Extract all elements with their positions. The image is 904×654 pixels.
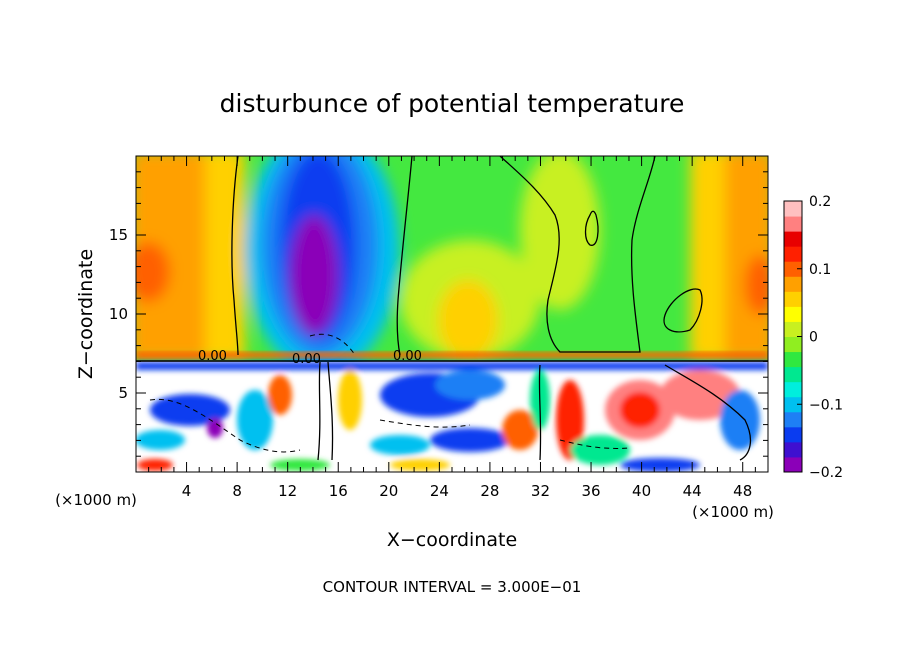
colorbar-swatch bbox=[784, 261, 802, 277]
contour-line bbox=[663, 288, 703, 333]
colorbar-swatch bbox=[784, 201, 802, 217]
x-tick-label: 48 bbox=[733, 482, 752, 500]
colorbar-swatch bbox=[784, 441, 802, 458]
colorbar bbox=[784, 201, 802, 473]
contour-interval-note: CONTOUR INTERVAL = 3.000E−01 bbox=[323, 578, 582, 596]
x-tick-label: 28 bbox=[480, 482, 499, 500]
colorbar-swatch bbox=[784, 336, 802, 353]
colorbar-swatch bbox=[784, 246, 802, 262]
colorbar-tick-label: −0.1 bbox=[809, 397, 843, 413]
colorbar-swatch bbox=[784, 291, 802, 307]
colorbar-swatch bbox=[784, 351, 802, 368]
colorbar-swatch bbox=[784, 366, 802, 383]
x-axis: 4 8 12 16 20 24 28 32 36 40 44 48 bbox=[148, 156, 756, 500]
contour-line bbox=[327, 361, 334, 461]
contour-line bbox=[499, 156, 656, 353]
x-tick-label: 16 bbox=[329, 482, 348, 500]
x-tick-label: 36 bbox=[581, 482, 600, 500]
contour-line bbox=[584, 210, 599, 246]
y-tick-label: 10 bbox=[109, 305, 128, 323]
colorbar-swatch bbox=[784, 381, 802, 398]
yellow-band-left bbox=[205, 156, 245, 360]
yellow-region-mid2 bbox=[520, 156, 600, 310]
y-axis: 5 10 15 bbox=[109, 171, 768, 457]
inversion-line bbox=[136, 352, 768, 358]
colorbar-ticks: 0.2 0.1 0 −0.1 −0.2 bbox=[797, 194, 843, 481]
colorbar-swatch bbox=[784, 231, 802, 247]
contour-line bbox=[396, 156, 413, 356]
plot-area: 0.00 0.00 0.00 bbox=[136, 156, 768, 472]
contour-label: 0.00 bbox=[292, 352, 321, 367]
x-tick-label: 4 bbox=[182, 482, 192, 500]
contour-label: 0.00 bbox=[393, 349, 422, 364]
colorbar-tick-label: 0 bbox=[809, 330, 818, 346]
x-tick-label: 40 bbox=[632, 482, 651, 500]
colorbar-swatch bbox=[784, 276, 802, 292]
x-tick-label: 8 bbox=[232, 482, 242, 500]
contour-lines bbox=[136, 156, 768, 461]
x-tick-label: 32 bbox=[531, 482, 550, 500]
colorbar-tick-label: 0.1 bbox=[809, 262, 831, 278]
dashed-contours bbox=[149, 333, 631, 453]
contour-line bbox=[664, 364, 752, 461]
colorbar-swatch bbox=[784, 321, 802, 337]
x-tick-label: 20 bbox=[379, 482, 398, 500]
x-tick-label: 12 bbox=[278, 482, 297, 500]
x-tick-label: 44 bbox=[683, 482, 702, 500]
warm-core-left bbox=[136, 242, 170, 302]
colorbar-swatch bbox=[784, 411, 802, 428]
contour-line bbox=[538, 364, 542, 461]
yellow-band-right bbox=[690, 156, 725, 360]
colorbar-tick-label: −0.2 bbox=[809, 465, 843, 481]
x-unit-left: (×1000 m) bbox=[55, 491, 137, 509]
warm-streak-mid bbox=[438, 280, 498, 360]
colorbar-swatch bbox=[784, 216, 802, 232]
x-axis-label: X−coordinate bbox=[387, 529, 517, 551]
cold-plume-core bbox=[290, 215, 338, 335]
colorbar-swatch bbox=[784, 396, 802, 413]
colorbar-tick-label: 0.2 bbox=[809, 194, 831, 210]
contour-line bbox=[231, 156, 239, 356]
x-unit-right: (×1000 m) bbox=[692, 503, 774, 521]
chart-title: disturbunce of potential temperature bbox=[220, 89, 685, 118]
colorbar-swatch bbox=[784, 426, 802, 443]
contour-line bbox=[317, 361, 321, 461]
contour-label: 0.00 bbox=[198, 349, 227, 364]
colorbar-swatch bbox=[784, 306, 802, 322]
y-tick-label: 5 bbox=[118, 384, 128, 402]
warm-core-right bbox=[745, 255, 768, 315]
y-axis-label: Z−coordinate bbox=[75, 249, 97, 379]
x-tick-label: 24 bbox=[430, 482, 449, 500]
y-tick-label: 15 bbox=[109, 226, 128, 244]
colorbar-swatch bbox=[784, 456, 802, 473]
